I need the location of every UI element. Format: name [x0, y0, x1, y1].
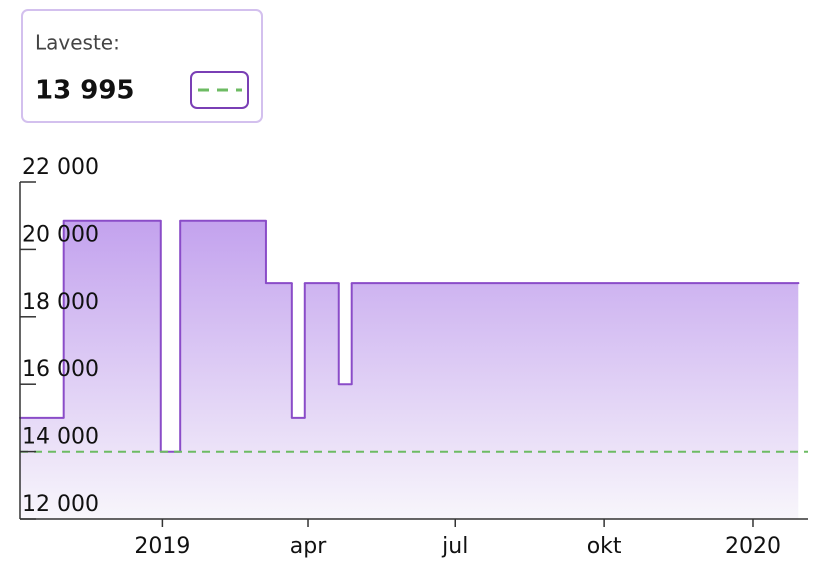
- x-tick-label: apr: [290, 534, 327, 559]
- y-tick-label: 16 000: [22, 357, 99, 382]
- y-tick-label: 22 000: [22, 155, 99, 180]
- area-fill: [20, 220, 799, 519]
- legend-label: Laveste:: [35, 31, 120, 55]
- y-tick-label: 12 000: [22, 492, 99, 517]
- x-tick-label: 2020: [725, 534, 781, 559]
- y-tick-label: 20 000: [22, 222, 99, 247]
- x-tick-label: okt: [587, 534, 622, 559]
- legend-value: 13 995: [35, 76, 135, 106]
- y-tick-label: 18 000: [22, 290, 99, 315]
- x-tick-label: jul: [441, 534, 468, 559]
- y-tick-label: 14 000: [22, 425, 99, 450]
- x-tick-label: 2019: [134, 534, 190, 559]
